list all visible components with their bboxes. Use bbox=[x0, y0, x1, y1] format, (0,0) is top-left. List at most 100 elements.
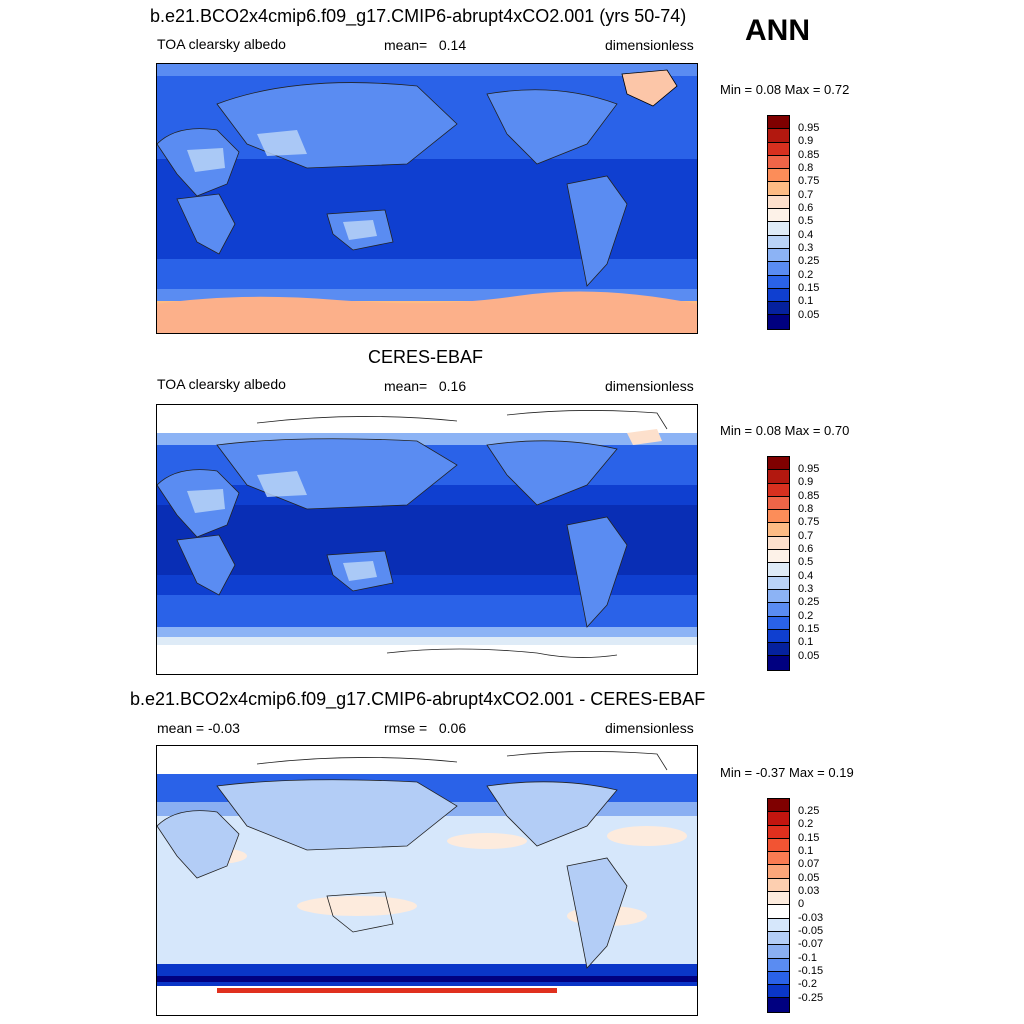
panel1-colorbar-tick: 0.2 bbox=[798, 269, 814, 281]
panel1-map-graphic bbox=[157, 64, 697, 333]
panel2-colorbar-bin bbox=[768, 550, 789, 564]
panel3-colorbar-tick: -0.2 bbox=[798, 978, 817, 990]
panel2-colorbar-bin bbox=[768, 643, 789, 657]
panel1-colorbar bbox=[767, 115, 790, 330]
panel1-colorbar-tick: 0.3 bbox=[798, 242, 814, 254]
panel3-colorbar-tick: -0.15 bbox=[798, 965, 824, 977]
panel1-stat: mean= 0.14 bbox=[384, 37, 466, 53]
panel3-colorbar-bin bbox=[768, 958, 789, 972]
panel3-colorbar-bin bbox=[768, 892, 789, 906]
panel3-colorbar-bin bbox=[768, 945, 789, 959]
panel2-stat: mean= 0.16 bbox=[384, 378, 466, 394]
panel3-colorbar-bin bbox=[768, 812, 789, 826]
panel1-colorbar-bin bbox=[768, 182, 789, 196]
panel3-colorbar-bin bbox=[768, 878, 789, 893]
panel3-stat: rmse = 0.06 bbox=[384, 720, 466, 736]
panel1-colorbar-tick: 0.75 bbox=[798, 175, 820, 187]
panel2-colorbar-bin bbox=[768, 616, 789, 630]
panel1-colorbar-tick: 0.25 bbox=[798, 255, 820, 267]
panel2-colorbar-bin bbox=[768, 510, 789, 524]
panel2-colorbar-bin bbox=[768, 483, 789, 497]
panel2-colorbar-tick: 0.5 bbox=[798, 556, 814, 568]
panel1-colorbar-tick: 0.15 bbox=[798, 282, 820, 294]
panel1-colorbar-bin bbox=[768, 222, 789, 236]
panel1-colorbar-bin bbox=[768, 129, 789, 143]
panel3-colorbar-tick: -0.05 bbox=[798, 925, 824, 937]
panel1-map bbox=[156, 63, 698, 334]
panel3-colorbar-bin bbox=[768, 838, 789, 853]
panel3-colorbar-bin bbox=[768, 799, 789, 813]
panel3-units: dimensionless bbox=[605, 720, 694, 736]
panel1-colorbar-bin bbox=[768, 169, 789, 183]
panel2-colorbar-bin bbox=[768, 563, 789, 577]
panel3-colorbar-tick: 0.15 bbox=[798, 832, 820, 844]
panel3-stat-label: rmse = bbox=[384, 720, 428, 736]
panel3-colorbar-bin bbox=[768, 998, 789, 1012]
panel2-colorbar-tick: 0.05 bbox=[798, 650, 820, 662]
panel3-colorbar-tick: 0.2 bbox=[798, 818, 814, 830]
panel3-colorbar-bin bbox=[768, 931, 789, 946]
panel1-variable-label: TOA clearsky albedo bbox=[157, 36, 286, 52]
panel2-colorbar-tick: 0.7 bbox=[798, 530, 814, 542]
panel1-colorbar-bin bbox=[768, 288, 789, 303]
panel2-colorbar-bin bbox=[768, 457, 789, 471]
panel2-colorbar-bin bbox=[768, 576, 789, 590]
panel1-colorbar-bin bbox=[768, 262, 789, 276]
panel2-colorbar-tick: 0.75 bbox=[798, 516, 820, 528]
panel1-colorbar-bin bbox=[768, 155, 789, 170]
panel1-colorbar-bin bbox=[768, 235, 789, 249]
panel3-colorbar-tick: 0.1 bbox=[798, 845, 814, 857]
panel2-colorbar-tick: 0.15 bbox=[798, 623, 820, 635]
panel2-colorbar-tick: 0.9 bbox=[798, 476, 814, 488]
panel1-colorbar-tick: 0.8 bbox=[798, 162, 814, 174]
panel2-map-graphic bbox=[157, 405, 697, 674]
panel2-colorbar-bin bbox=[768, 470, 789, 484]
panel3-colorbar-tick: 0.03 bbox=[798, 885, 820, 897]
panel1-stat-label: mean= bbox=[384, 37, 428, 53]
season-label: ANN bbox=[745, 14, 810, 47]
panel1-colorbar-tick: 0.05 bbox=[798, 309, 820, 321]
panel2-colorbar-bin bbox=[768, 589, 789, 604]
panel3-colorbar-tick: 0.05 bbox=[798, 872, 820, 884]
panel2-colorbar bbox=[767, 456, 790, 671]
panel2-colorbar-tick: 0.85 bbox=[798, 490, 820, 502]
panel1-units: dimensionless bbox=[605, 37, 694, 53]
panel1-minmax: Min = 0.08 Max = 0.72 bbox=[720, 82, 850, 97]
panel2-colorbar-tick: 0.2 bbox=[798, 610, 814, 622]
panel1-title: b.e21.BCO2x4cmip6.f09_g17.CMIP6-abrupt4x… bbox=[150, 6, 687, 26]
panel1-colorbar-tick: 0.7 bbox=[798, 189, 814, 201]
panel2-colorbar-bin bbox=[768, 523, 789, 537]
panel1-colorbar-bin bbox=[768, 315, 789, 329]
panel2-title: CERES-EBAF bbox=[368, 347, 484, 367]
panel3-mean: mean = -0.03 bbox=[157, 720, 240, 736]
panel2-colorbar-bin bbox=[768, 603, 789, 617]
panel3-colorbar-tick: 0.25 bbox=[798, 805, 820, 817]
panel2-colorbar-tick: 0.1 bbox=[798, 636, 814, 648]
panel3-colorbar-bin bbox=[768, 865, 789, 879]
panel3-minmax: Min = -0.37 Max = 0.19 bbox=[720, 765, 854, 780]
panel3-colorbar bbox=[767, 798, 790, 1013]
panel3-colorbar-tick: 0.07 bbox=[798, 858, 820, 870]
panel2-colorbar-bin bbox=[768, 496, 789, 511]
panel2-colorbar-tick: 0.3 bbox=[798, 583, 814, 595]
panel2-colorbar-tick: 0.95 bbox=[798, 463, 820, 475]
panel1-colorbar-bin bbox=[768, 275, 789, 289]
panel3-colorbar-bin bbox=[768, 918, 789, 932]
panel1-colorbar-tick: 0.4 bbox=[798, 229, 814, 241]
panel2-colorbar-tick: 0.8 bbox=[798, 503, 814, 515]
panel1-colorbar-tick: 0.85 bbox=[798, 149, 820, 161]
panel2-map bbox=[156, 404, 698, 675]
panel3-map-graphic bbox=[157, 746, 697, 1015]
panel3-colorbar-tick: -0.25 bbox=[798, 992, 824, 1004]
panel3-map bbox=[156, 745, 698, 1016]
panel2-minmax: Min = 0.08 Max = 0.70 bbox=[720, 423, 850, 438]
panel1-colorbar-tick: 0.6 bbox=[798, 202, 814, 214]
panel3-colorbar-bin bbox=[768, 971, 789, 986]
panel2-colorbar-bin bbox=[768, 629, 789, 644]
panel2-stat-value: 0.16 bbox=[438, 378, 467, 394]
panel2-colorbar-tick: 0.6 bbox=[798, 543, 814, 555]
panel1-colorbar-bin bbox=[768, 209, 789, 223]
panel2-units: dimensionless bbox=[605, 378, 694, 394]
panel1-colorbar-bin bbox=[768, 248, 789, 263]
panel2-colorbar-tick: 0.25 bbox=[798, 596, 820, 608]
